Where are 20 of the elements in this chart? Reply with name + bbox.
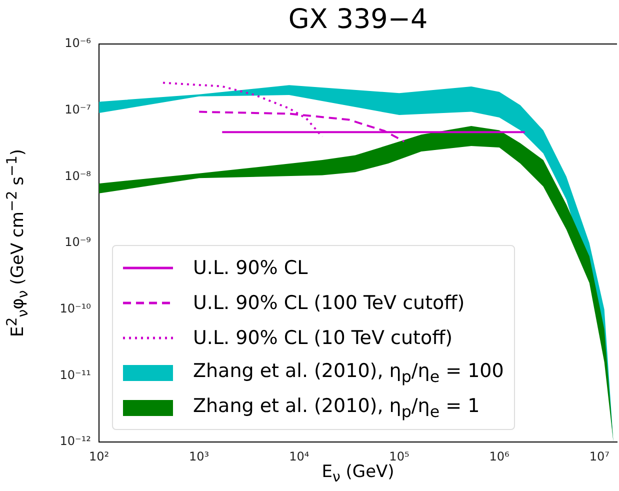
- x-tick-label: 10⁵: [389, 449, 410, 464]
- legend-label: Zhang et al. (2010), η$_{p}$/η$_{e}$ = 1: [193, 394, 480, 420]
- x-tick-label: 10⁶: [489, 449, 510, 464]
- y-tick-label: 10⁻⁶: [64, 36, 92, 50]
- y-tick-label: 10⁻¹¹: [60, 368, 92, 382]
- legend-label: U.L. 90% CL: [193, 256, 308, 278]
- x-tick-label: 10⁷: [589, 449, 610, 464]
- x-tick-label: 10²: [88, 449, 110, 464]
- y-tick-label: 10⁻⁸: [64, 168, 92, 183]
- y-tick-label: 10⁻¹⁰: [60, 301, 92, 316]
- x-tick-label: 10³: [189, 449, 210, 464]
- y-tick-label: 10⁻⁷: [64, 102, 92, 116]
- x-tick-label: 10⁴: [289, 449, 310, 464]
- legend-label: U.L. 90% CL (10 TeV cutoff): [193, 326, 453, 348]
- y-tick-label: 10⁻⁹: [64, 235, 92, 250]
- y-tick-label: 10⁻¹²: [60, 434, 92, 448]
- legend-label: U.L. 90% CL (100 TeV cutoff): [193, 292, 465, 314]
- chart-title: GX 339−4: [287, 4, 429, 35]
- x-axis-title: E$_{ν}$ (GeV): [320, 462, 396, 486]
- legend-label: Zhang et al. (2010), η$_{p}$/η$_{e}$ = 100: [193, 360, 504, 386]
